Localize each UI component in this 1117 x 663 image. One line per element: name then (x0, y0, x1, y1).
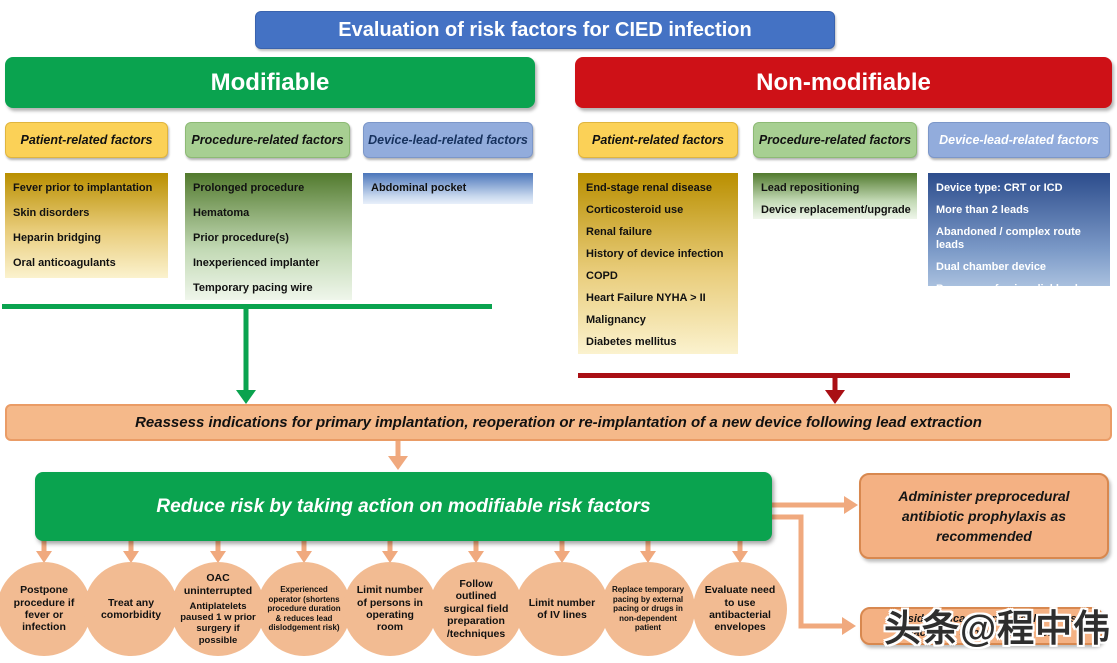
list-item: Presence of epicardial leads (936, 283, 1104, 286)
action-circle-antibacterial-envelopes: Evaluate need to use antibacterial envel… (693, 562, 787, 656)
list-item: Abdominal pocket (371, 182, 467, 194)
circle-title: OAC uninterrupted (183, 572, 253, 597)
modifiable-device-list: Abdominal pocket (363, 173, 533, 204)
list-item: Inexperienced implanter (193, 257, 320, 269)
list-item: History of device infection (586, 248, 724, 260)
list-item: Malignancy (586, 314, 646, 326)
non-modifiable-patient-list: End-stage renal disease Corticosteroid u… (578, 173, 738, 354)
reduce-risk-bar: Reduce risk by taking action on modifiab… (35, 472, 772, 541)
administer-prophylaxis-box: Administer preprocedural antibiotic prop… (859, 473, 1109, 559)
list-item: Device type: CRT or ICD (936, 182, 1063, 194)
list-item: Abandoned / complex route leads (936, 226, 1081, 251)
action-circle-surgical-field: Follow outlined surgical field preparati… (429, 562, 523, 656)
circle-text: Follow outlined surgical field preparati… (443, 578, 509, 640)
non-modifiable-header: Non-modifiable (575, 57, 1112, 108)
list-item: Oral anticoagulants (13, 257, 116, 269)
green-arrowhead-icon (236, 390, 256, 404)
modifiable-patient-subheader: Patient-related factors (5, 122, 168, 158)
list-item: Hematoma (193, 207, 250, 219)
list-item: Dual chamber device (936, 261, 1047, 273)
modifiable-device-subheader: Device-lead-related factors (363, 122, 533, 158)
list-item: Fever prior to implantation (13, 182, 153, 194)
modifiable-patient-list: Fever prior to implantation Skin disorde… (5, 173, 168, 278)
watermark-text: 头条@程中伟 (884, 608, 1112, 649)
action-circle-operator: Experienced operator (shortens procedure… (257, 562, 351, 656)
consider-elbow-line (772, 514, 842, 629)
circle-arrows (36, 541, 748, 563)
non-modifiable-patient-subheader: Patient-related factors (578, 122, 738, 158)
consider-alternatives-box: Consider epicardial pacing, leadless pac… (860, 607, 1103, 645)
list-item: Lead repositioning (761, 182, 860, 194)
list-item: End-stage renal disease (586, 182, 712, 194)
orange-down-arrow (395, 441, 401, 457)
consider-arrowhead-icon (842, 617, 856, 635)
administer-arrow-line (772, 502, 844, 508)
list-item: Diabetes mellitus (586, 336, 677, 348)
circle-text: Antiplatelets paused 1 w prior surgery i… (180, 600, 256, 646)
action-circle-temporary-pacing: Replace temporary pacing by external pac… (601, 562, 695, 656)
non-modifiable-procedure-subheader: Procedure-related factors (753, 122, 917, 158)
list-item: Prolonged procedure (193, 182, 305, 194)
modifiable-procedure-subheader: Procedure-related factors (185, 122, 350, 158)
list-item: Device replacement/upgrade (761, 204, 911, 216)
action-circle-postpone: Postpone procedure if fever or infection (0, 562, 91, 656)
action-circle-oac: OAC uninterrupted Antiplatelets paused 1… (171, 562, 265, 656)
red-arrowhead-icon (825, 390, 845, 404)
red-collector-line (578, 373, 1070, 378)
action-circle-iv-lines: Limit number of IV lines (515, 562, 609, 656)
green-vertical-line (243, 304, 249, 392)
modifiable-header: Modifiable (5, 57, 535, 108)
administer-arrowhead-icon (844, 496, 858, 514)
circle-text: Experienced operator (shortens procedure… (267, 585, 341, 633)
list-item: Renal failure (586, 226, 653, 238)
list-item: COPD (586, 270, 618, 282)
circle-text: Limit number of IV lines (528, 596, 596, 621)
non-modifiable-procedure-list: Lead repositioning Device replacement/up… (753, 173, 917, 219)
action-circle-persons: Limit number of persons in operating roo… (343, 562, 437, 656)
circle-text: Evaluate need to use antibacterial envel… (704, 584, 776, 634)
list-item: Heart Failure NYHA > II (586, 292, 706, 304)
non-modifiable-device-list: Device type: CRT or ICD More than 2 lead… (928, 173, 1110, 286)
list-item: Heparin bridging (13, 232, 101, 244)
circle-text: Limit number of persons in operating roo… (356, 584, 424, 634)
non-modifiable-device-subheader: Device-lead-related factors (928, 122, 1110, 158)
list-item: Skin disorders (13, 207, 90, 219)
circle-text: Replace temporary pacing by external pac… (611, 585, 685, 633)
page-title: Evaluation of risk factors for CIED infe… (255, 11, 835, 49)
orange-arrowhead-icon (388, 456, 408, 470)
circle-text: Treat any comorbidity (100, 596, 162, 621)
list-item: Corticosteroid use (586, 204, 684, 216)
action-circle-comorbidity: Treat any comorbidity (84, 562, 178, 656)
red-vertical-line (832, 373, 838, 392)
list-item: Prior procedure(s) (193, 232, 289, 244)
reassess-indications-bar: Reassess indications for primary implant… (5, 404, 1112, 441)
modifiable-procedure-list: Prolonged procedure Hematoma Prior proce… (185, 173, 352, 300)
list-item: Temporary pacing wire (193, 282, 313, 294)
list-item: More than 2 leads (936, 204, 1029, 216)
circle-text: Postpone procedure if fever or infection (13, 584, 75, 634)
